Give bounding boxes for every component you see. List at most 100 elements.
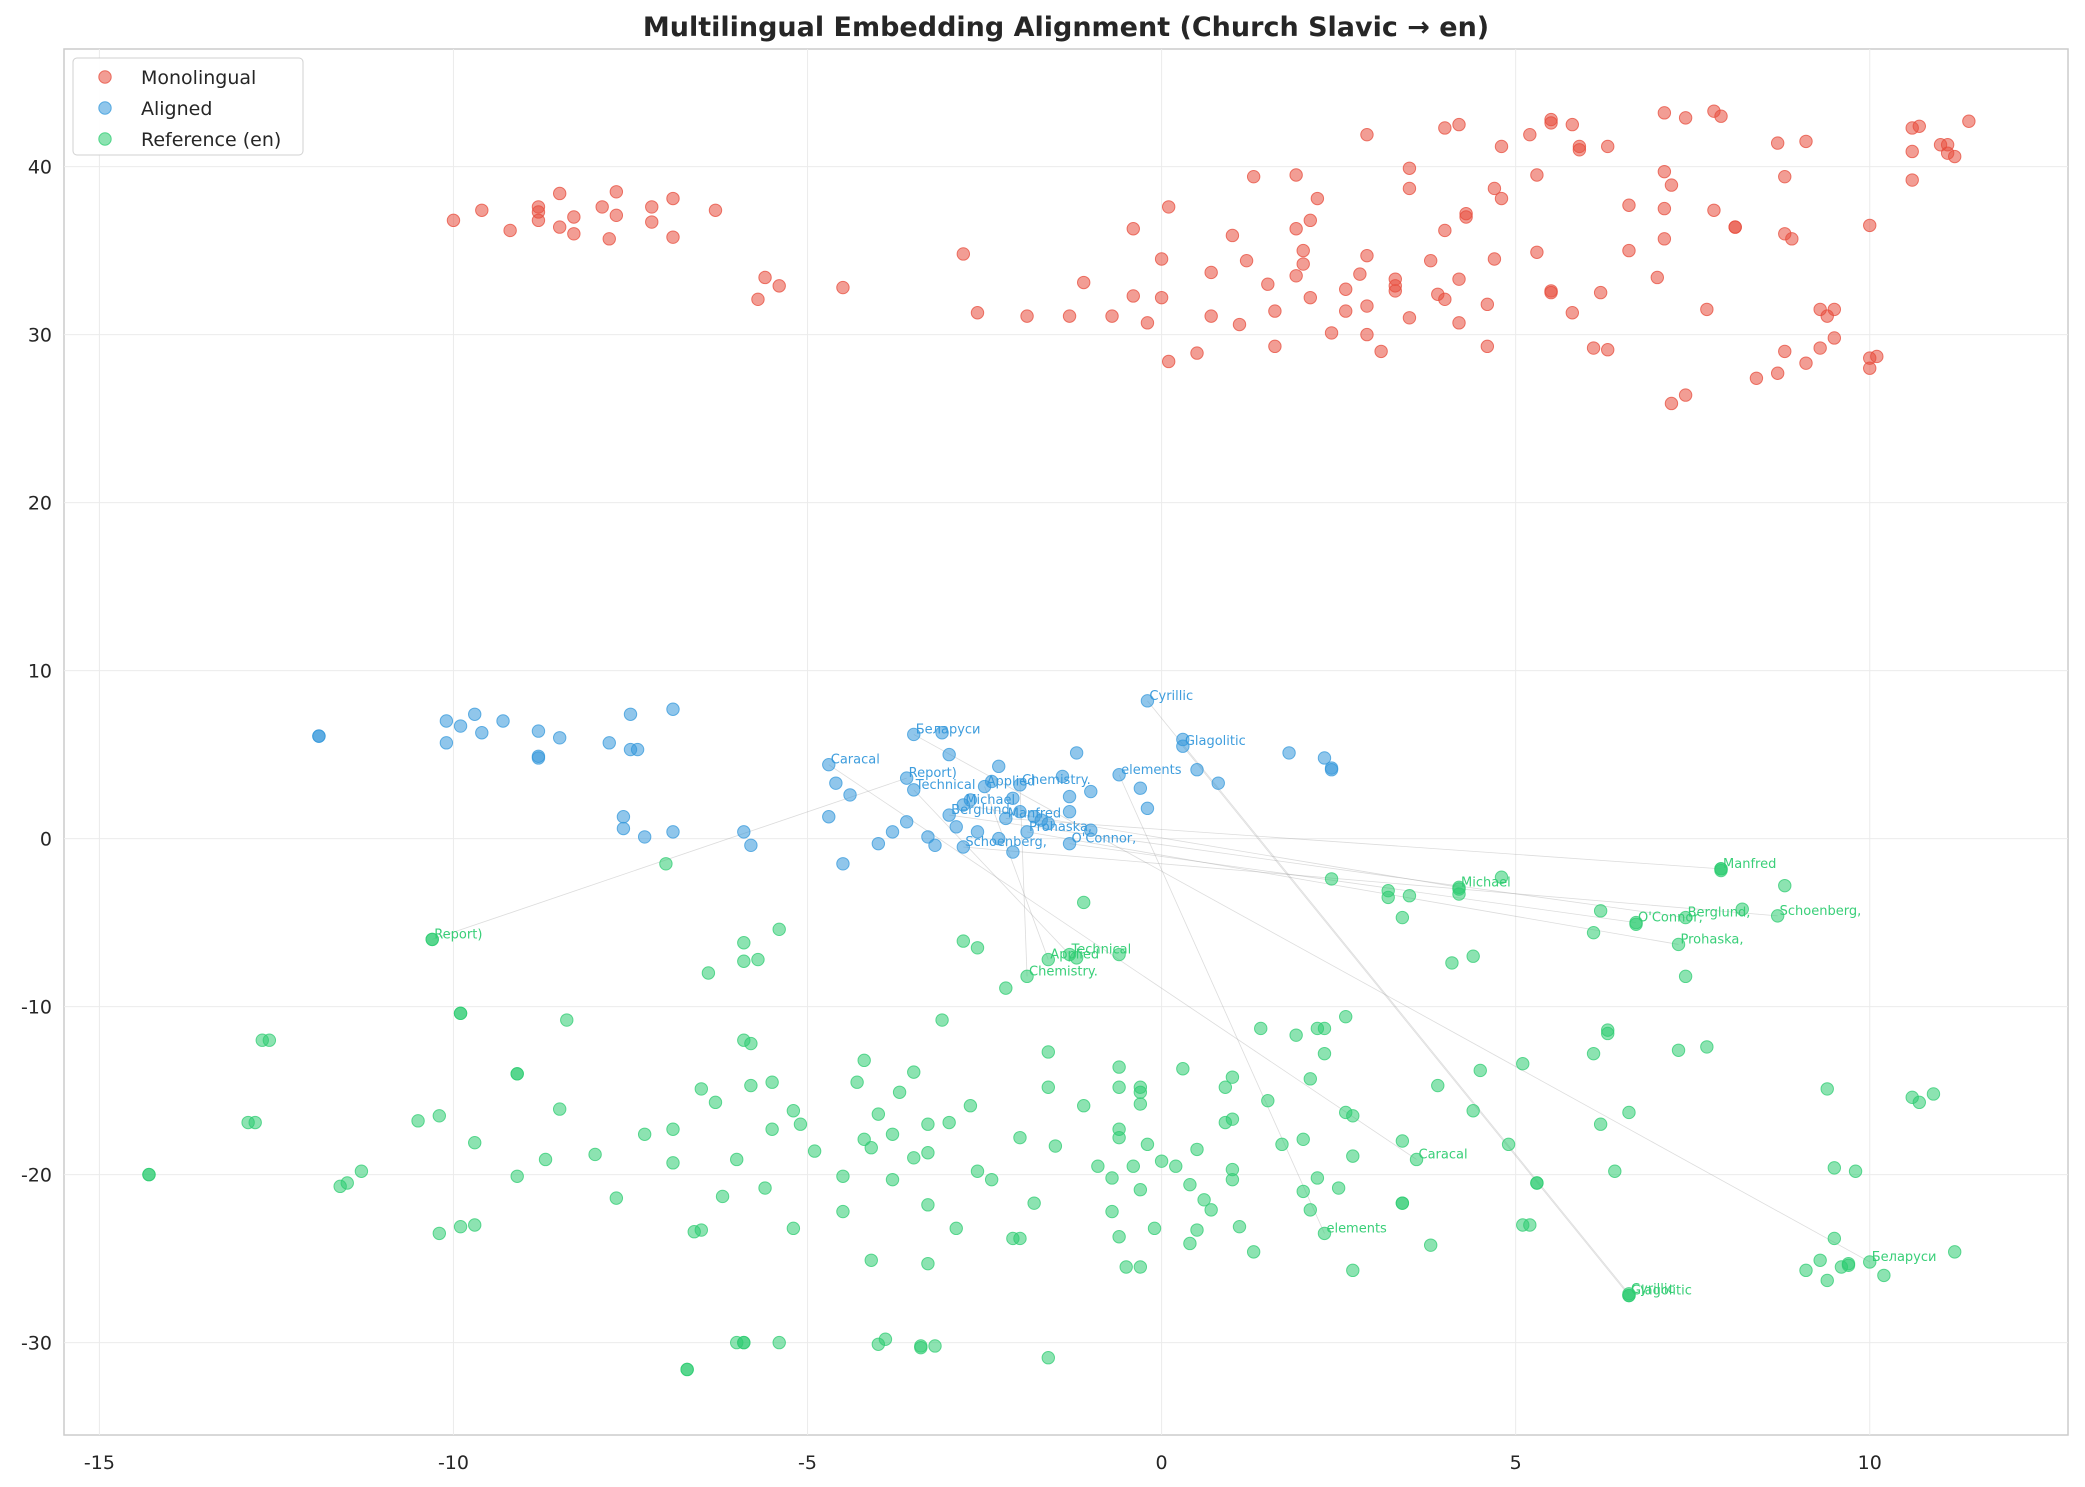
data-point: [1530, 1176, 1544, 1190]
reference-point-label: Prohaska,: [1681, 932, 1744, 947]
data-point: [1062, 836, 1077, 851]
data-point: [1041, 952, 1055, 967]
data-point: [1487, 252, 1502, 266]
data-point: [1877, 1268, 1891, 1283]
data-point: [1105, 1171, 1119, 1185]
alignment-line: [913, 734, 1870, 1263]
data-point: [1204, 1203, 1218, 1217]
alignment-line: [1069, 843, 1637, 923]
data-point: [1544, 116, 1558, 130]
data-point: [1664, 178, 1679, 192]
data-point: [878, 1332, 893, 1346]
data-point: [630, 742, 645, 757]
data-point: [1431, 1078, 1445, 1093]
data-point: [552, 220, 567, 234]
data-point: [942, 1115, 956, 1130]
data-point: [1020, 969, 1034, 984]
y-tick-label: -20: [21, 1165, 52, 1187]
legend-label: Monolingual: [141, 67, 256, 89]
data-point: [1962, 114, 1976, 128]
aligned-point-label: Беларуси: [916, 722, 981, 737]
data-point: [1799, 134, 1813, 149]
data-point: [510, 1169, 524, 1183]
y-tick-label: 0: [40, 829, 52, 851]
x-tick-label: 5: [1510, 1452, 1522, 1474]
data-point: [1749, 371, 1764, 385]
data-point: [1310, 1171, 1325, 1185]
aligned-point-label: Glagolitic: [1185, 734, 1246, 749]
data-point: [1473, 1063, 1487, 1078]
aligned-point-label: Chemistry.: [1022, 773, 1091, 788]
data-point: [1523, 127, 1537, 142]
data-point: [758, 270, 772, 285]
alignment-line: [1147, 700, 1630, 1295]
data-point: [1225, 1070, 1240, 1084]
data-point: [793, 1117, 808, 1131]
data-point: [1232, 1219, 1247, 1234]
data-point: [1799, 1263, 1813, 1278]
data-point: [1225, 1162, 1240, 1177]
data-point: [1593, 285, 1608, 300]
data-point: [836, 1204, 850, 1219]
data-point: [1133, 1183, 1148, 1197]
data-point: [637, 830, 652, 844]
data-point: [1622, 243, 1636, 258]
data-point: [921, 1146, 935, 1160]
data-point: [1947, 149, 1962, 164]
data-point: [892, 1085, 907, 1099]
data-point: [871, 1107, 886, 1121]
data-point: [1388, 284, 1402, 298]
data-point: [899, 771, 914, 785]
data-point: [921, 1256, 935, 1271]
data-point: [1303, 1072, 1318, 1086]
data-point: [1480, 297, 1495, 312]
data-point: [1593, 904, 1608, 918]
data-point: [1077, 1099, 1091, 1113]
data-point: [1020, 309, 1034, 323]
data-point: [1395, 910, 1410, 925]
data-point: [1041, 1080, 1055, 1094]
data-point: [1346, 1109, 1360, 1123]
data-point: [1778, 878, 1792, 893]
data-point: [1225, 1112, 1240, 1126]
data-point: [666, 702, 680, 716]
data-point: [984, 1172, 999, 1187]
data-point: [850, 1075, 864, 1089]
reference-point-label: elements: [1326, 1221, 1387, 1236]
data-point: [1006, 791, 1020, 805]
data-point: [609, 1191, 624, 1205]
alignment-line: [1005, 818, 1722, 870]
data-point: [623, 707, 638, 721]
data-point: [1289, 168, 1303, 182]
data-point: [680, 1362, 694, 1377]
data-point: [765, 1122, 779, 1136]
reference-point-label: Technical: [1071, 943, 1132, 958]
data-point: [970, 941, 985, 955]
data-point: [1657, 106, 1672, 120]
data-point: [616, 810, 631, 824]
data-point: [1608, 1164, 1622, 1178]
data-point: [1423, 1238, 1438, 1252]
data-point: [1657, 164, 1672, 179]
data-point: [1947, 1245, 1962, 1259]
data-point: [1778, 344, 1792, 359]
data-point: [453, 719, 468, 733]
data-point: [772, 279, 786, 293]
data-point: [1586, 925, 1601, 940]
data-point: [1664, 396, 1679, 411]
data-point: [1841, 1256, 1856, 1271]
data-point: [935, 1013, 949, 1027]
data-point: [737, 936, 751, 950]
data-point: [1381, 890, 1395, 905]
data-point: [1572, 143, 1587, 157]
data-point: [1126, 222, 1140, 236]
data-point: [907, 783, 921, 797]
data-point: [1402, 889, 1417, 903]
plot-area: [63, 48, 2069, 1436]
data-point: [1402, 161, 1417, 175]
data-point: [715, 1189, 730, 1204]
data-point: [1013, 805, 1027, 819]
data-point: [666, 230, 680, 244]
data-point: [694, 1082, 709, 1096]
data-point: [1360, 127, 1374, 142]
